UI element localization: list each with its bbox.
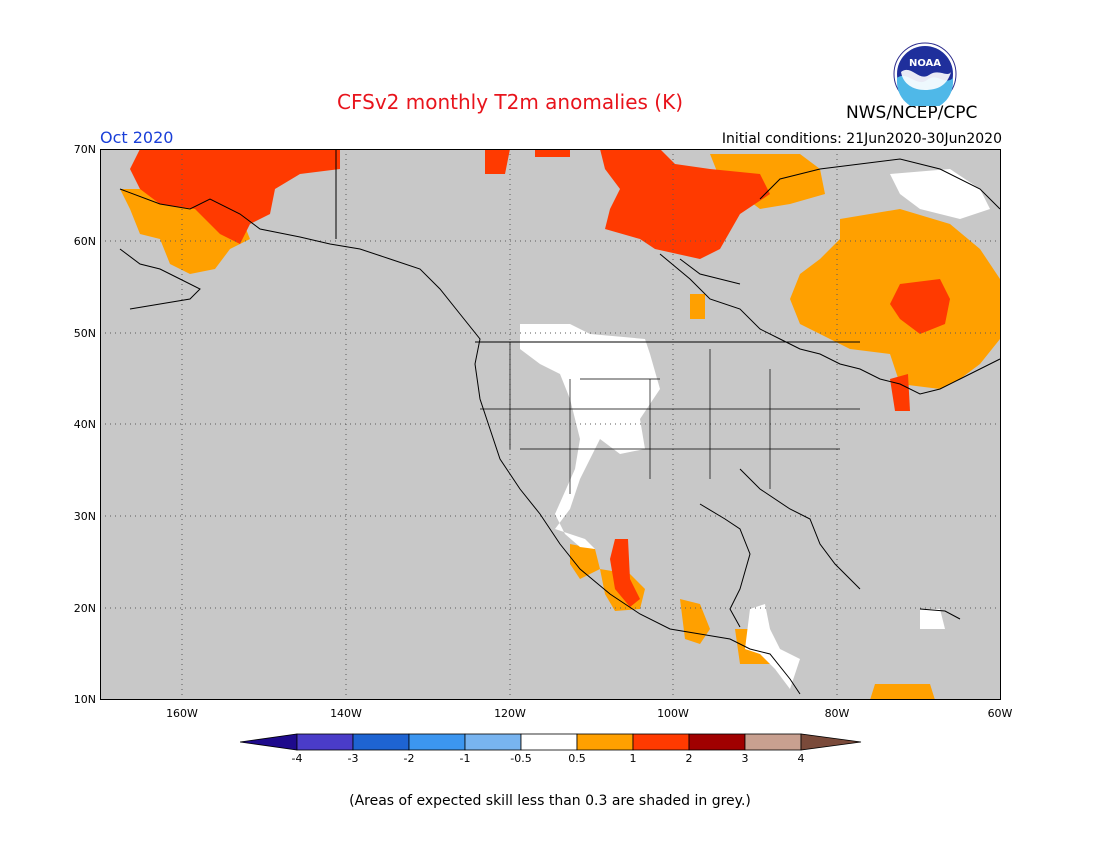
colorbar-tick: -1: [459, 752, 471, 765]
colorbar-tick: 0.5: [568, 752, 586, 765]
lat-label-70n: 70N: [73, 143, 96, 156]
colorbar-segment-lt-minus4: [240, 733, 298, 751]
lon-label-100w: 100W: [657, 707, 689, 720]
colorbar-segment-2-to-3: [688, 733, 746, 751]
colorbar-tick: 1: [629, 752, 637, 765]
lon-label-160w: 160W: [166, 707, 198, 720]
organization-label: NWS/NCEP/CPC: [846, 103, 978, 123]
colorbar: [240, 733, 862, 751]
lat-label-10n: 10N: [73, 693, 96, 706]
lat-label-60n: 60N: [73, 235, 96, 248]
colorbar-tick: -0.5: [510, 752, 532, 765]
coastlines: [119, 149, 1001, 695]
anomaly-map: [100, 149, 1001, 700]
map-frame: [100, 149, 1001, 700]
skill-footnote: (Areas of expected skill less than 0.3 a…: [349, 793, 751, 809]
noaa-logo-text: NOAA: [909, 58, 941, 69]
colorbar-segment-minus2-minus1: [408, 733, 466, 751]
colorbar-segment-minus1-minus0-5: [464, 733, 522, 751]
map-title: CFSv2 monthly T2m anomalies (K): [337, 90, 683, 114]
colorbar-segment-minus3-minus2: [352, 733, 410, 751]
forecast-month: Oct 2020: [100, 128, 174, 147]
colorbar-segment-3-to-4: [744, 733, 802, 751]
colorbar-tick: 4: [797, 752, 805, 765]
colorbar-tick: -4: [291, 752, 303, 765]
colorbar-segment-gt-4: [800, 733, 862, 751]
noaa-logo: NOAA: [893, 42, 957, 106]
colorbar-tick: 2: [685, 752, 693, 765]
anomaly-regions-1-to-2: [130, 149, 950, 607]
colorbar-tick: 3: [741, 752, 749, 765]
state-borders: [480, 342, 860, 494]
lat-label-40n: 40N: [73, 418, 96, 431]
lon-label-80w: 80W: [824, 707, 850, 720]
lat-label-20n: 20N: [73, 602, 96, 615]
initial-conditions: Initial conditions: 21Jun2020-30Jun2020: [721, 131, 1002, 147]
lat-label-30n: 30N: [73, 510, 96, 523]
lon-label-120w: 120W: [494, 707, 526, 720]
colorbar-tick: -2: [403, 752, 415, 765]
colorbar-segment-0-5-to-1: [576, 733, 634, 751]
colorbar-tick: -3: [347, 752, 359, 765]
colorbar-segment-minus4-minus3: [296, 733, 354, 751]
colorbar-segment-1-to-2: [632, 733, 690, 751]
lat-label-50n: 50N: [73, 327, 96, 340]
lon-label-60w: 60W: [987, 707, 1013, 720]
lon-label-140w: 140W: [330, 707, 362, 720]
colorbar-segment-near-zero: [520, 733, 578, 751]
